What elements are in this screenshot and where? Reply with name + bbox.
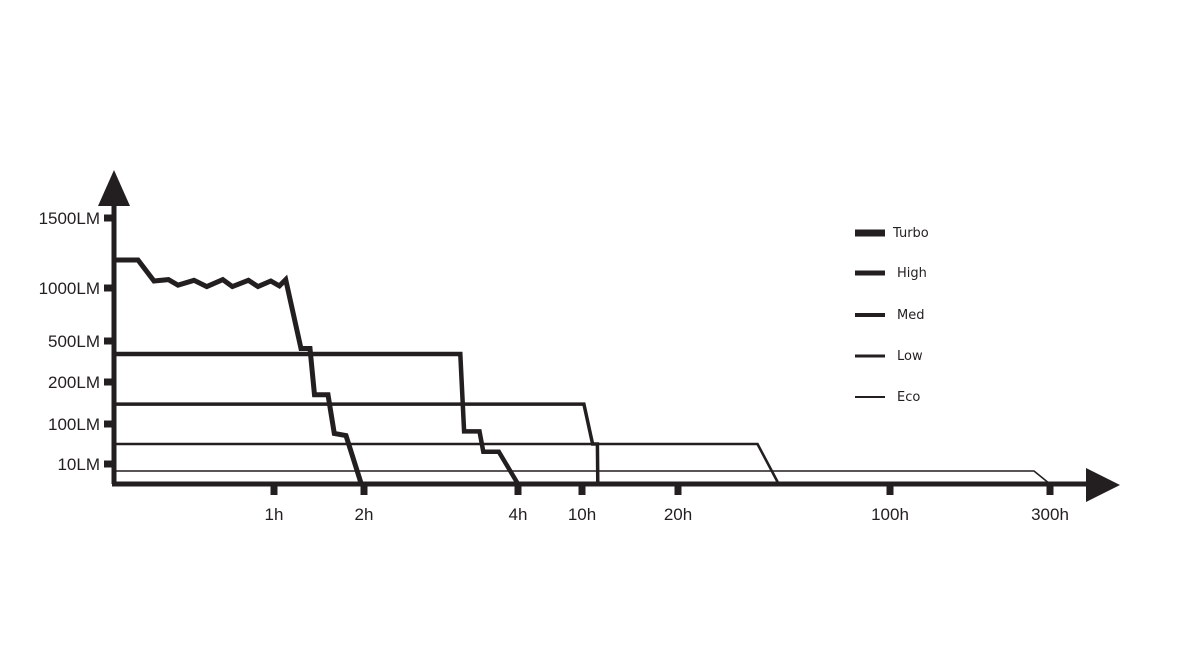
y-tick-mark: [104, 337, 112, 345]
x-tick-mark: [514, 486, 522, 495]
x-tick-label: 300h: [1031, 505, 1069, 524]
x-tick-mark: [270, 486, 278, 495]
y-axis-arrow-icon: [98, 170, 130, 206]
y-tick-mark: [104, 420, 112, 428]
y-tick-label: 100LM: [48, 415, 100, 434]
legend-label-high: High: [897, 266, 927, 281]
series-line-turbo: [114, 257, 364, 487]
y-tick-mark: [104, 214, 112, 222]
y-tick-label: 1500LM: [39, 209, 100, 228]
series-line-eco: [114, 470, 1051, 485]
y-tick-mark: [104, 460, 112, 468]
x-tick-label: 10h: [568, 505, 596, 524]
series-layer: [114, 257, 1051, 487]
x-tick-mark: [886, 486, 894, 495]
x-tick-label: 20h: [664, 505, 692, 524]
axes: [98, 170, 1120, 502]
legend-label-low: Low: [897, 349, 923, 364]
y-tick-label: 200LM: [48, 373, 100, 392]
y-tick-mark: [104, 284, 112, 292]
ticks-layer: 1500LM 1000LM 500LM 200LM 100LM 10LM 1h 2h 4h 10h…: [39, 209, 1069, 524]
x-tick-label: 1h: [265, 505, 284, 524]
x-tick-mark: [674, 486, 682, 495]
x-axis-arrow-icon: [1086, 468, 1120, 502]
x-tick-mark: [1046, 486, 1054, 495]
legend-label-med: Med: [897, 308, 924, 323]
x-tick-mark: [360, 486, 368, 495]
legend: Turbo High Med Low Eco: [855, 226, 929, 405]
x-tick-label: 4h: [509, 505, 528, 524]
legend-label-turbo: Turbo: [892, 226, 929, 241]
y-tick-label: 1000LM: [39, 279, 100, 298]
y-tick-label: 10LM: [57, 455, 100, 474]
series-line-high: [114, 351, 520, 486]
x-tick-label: 100h: [871, 505, 909, 524]
y-tick-label: 500LM: [48, 332, 100, 351]
y-tick-mark: [104, 378, 112, 386]
series-line-low: [114, 442, 780, 485]
x-tick-mark: [578, 486, 586, 495]
x-tick-label: 2h: [355, 505, 374, 524]
legend-label-eco: Eco: [897, 390, 920, 405]
